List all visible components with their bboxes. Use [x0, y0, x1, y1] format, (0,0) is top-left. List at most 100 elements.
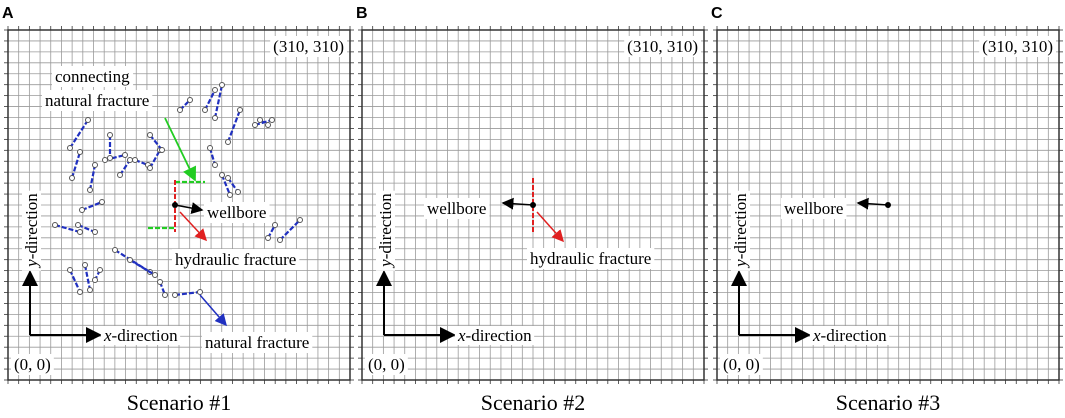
node	[132, 157, 138, 163]
corner-top-bg	[624, 36, 701, 57]
stroke	[501, 197, 534, 210]
stroke	[54, 223, 81, 234]
panel-letter: C	[711, 5, 723, 22]
node	[225, 175, 231, 181]
label-bg	[202, 332, 313, 353]
label-bg	[781, 198, 847, 219]
node	[212, 162, 218, 168]
stroke	[213, 84, 224, 119]
axis-var: x	[103, 326, 112, 345]
stroke	[149, 134, 163, 151]
axis-label: y-direction	[731, 193, 750, 269]
node	[157, 279, 163, 285]
node	[79, 207, 85, 213]
axis-rest: -direction	[112, 326, 179, 345]
node	[147, 165, 153, 171]
node	[87, 187, 93, 193]
axis-label-bg	[731, 190, 750, 271]
stroke	[88, 164, 97, 191]
label: natural fracture	[45, 91, 149, 110]
label: natural fracture	[205, 333, 309, 352]
node	[92, 229, 98, 235]
label-bg	[204, 202, 270, 223]
corner-bottom-bg	[365, 354, 408, 375]
axis-var: y	[376, 259, 395, 269]
axis-label-bg	[810, 326, 890, 345]
corner-bottom: (0, 0)	[14, 355, 51, 374]
stroke	[77, 223, 96, 234]
corner-top-bg	[270, 36, 347, 57]
node	[147, 132, 153, 138]
node	[269, 117, 275, 123]
node	[52, 222, 58, 228]
stroke	[83, 264, 92, 291]
corner-top: (310, 310)	[273, 37, 344, 56]
stroke	[69, 119, 89, 149]
node	[277, 237, 283, 243]
node	[172, 292, 178, 298]
node	[87, 287, 93, 293]
axis-rest: -direction	[731, 193, 750, 260]
node	[85, 117, 91, 123]
panel-border	[716, 29, 1060, 381]
node	[112, 247, 118, 253]
node	[99, 199, 105, 205]
stroke	[199, 294, 227, 327]
node	[97, 267, 103, 273]
label: wellbore	[784, 199, 843, 218]
node	[92, 277, 98, 283]
stroke	[279, 219, 301, 241]
corner-bottom: (0, 0)	[723, 355, 760, 374]
node	[197, 289, 203, 295]
stroke	[149, 149, 161, 169]
node	[225, 139, 231, 145]
node	[237, 107, 243, 113]
corner-bottom-bg	[11, 354, 54, 375]
node	[69, 175, 75, 181]
axis-rest: -direction	[376, 193, 395, 260]
stroke	[68, 269, 82, 293]
panel-border	[7, 29, 351, 381]
label: wellbore	[207, 203, 266, 222]
label-bg	[424, 198, 490, 219]
stroke	[536, 211, 565, 243]
node	[177, 107, 183, 113]
axis-label-bg	[376, 190, 395, 271]
node	[252, 122, 258, 128]
axis-label-bg	[22, 190, 41, 271]
axis-rest: -direction	[22, 193, 41, 260]
axis-rest: -direction	[466, 326, 533, 345]
stroke	[856, 197, 889, 210]
stroke	[179, 211, 208, 242]
node	[77, 149, 83, 155]
node	[207, 145, 213, 151]
caption: Scenario #3	[836, 390, 940, 415]
node	[67, 145, 73, 151]
node	[77, 289, 83, 295]
stroke	[174, 202, 204, 214]
axis-label-bg	[101, 326, 181, 345]
node	[75, 222, 81, 228]
node	[67, 267, 73, 273]
node	[107, 132, 113, 138]
label-bg	[52, 66, 134, 87]
node	[127, 157, 133, 163]
stroke	[81, 200, 103, 212]
caption: Scenario #1	[127, 390, 231, 415]
corner-top: (310, 310)	[627, 37, 698, 56]
stroke	[164, 117, 196, 182]
node	[297, 217, 303, 223]
node	[127, 257, 133, 263]
label-bg	[527, 248, 655, 269]
stroke	[220, 174, 232, 196]
stroke	[204, 89, 216, 111]
caption: Scenario #2	[481, 390, 585, 415]
node	[219, 82, 225, 88]
node	[122, 152, 128, 158]
axis-label: y-direction	[22, 193, 41, 269]
label-bg	[172, 249, 300, 270]
label-bg	[42, 90, 153, 111]
axis-var: x	[812, 326, 821, 345]
axis-label: x-direction	[103, 326, 178, 345]
